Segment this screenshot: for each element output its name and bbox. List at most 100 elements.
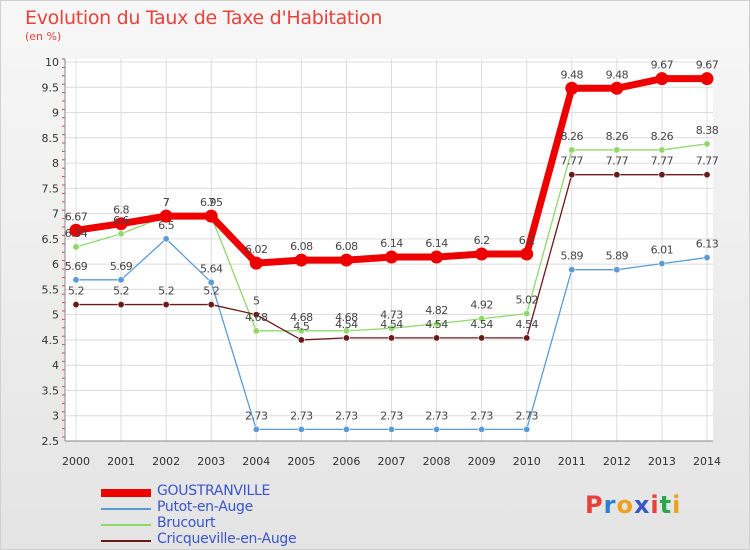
chart-subtitle: (en %) <box>25 30 62 43</box>
data-point <box>433 425 441 433</box>
data-point <box>568 146 576 154</box>
x-tick-label: 2008 <box>423 455 451 468</box>
data-label: 4.68 <box>245 311 268 324</box>
y-tick-label: 8 <box>52 157 59 170</box>
data-point <box>72 301 80 309</box>
legend-label: Brucourt <box>157 515 216 531</box>
data-point <box>162 235 170 243</box>
data-point <box>523 310 531 318</box>
data-label: 4.54 <box>380 318 403 331</box>
x-tick-label: 2009 <box>468 455 496 468</box>
data-label: 6.08 <box>290 240 313 253</box>
data-label: 6.34 <box>65 227 88 240</box>
legend-swatch <box>101 508 151 510</box>
data-point <box>658 260 666 268</box>
data-label: 5.69 <box>110 260 133 273</box>
data-label: 7 <box>163 196 170 209</box>
data-label: 9.67 <box>696 59 719 72</box>
data-label: 6.01 <box>651 244 674 257</box>
x-tick-label: 2011 <box>558 455 586 468</box>
data-label: 5.89 <box>606 250 629 263</box>
x-tick-label: 2012 <box>603 455 631 468</box>
data-label: 6.67 <box>65 210 88 223</box>
data-point <box>520 247 534 261</box>
data-point <box>297 336 305 344</box>
line-chart: 2.5 3 3.5 4 4.5 5 5.5 6 6.5 7 7.5 8 8.5 9 9.5 10 2000 200… <box>42 56 722 468</box>
x-tick-label: 2013 <box>648 455 676 468</box>
data-point <box>568 266 576 274</box>
data-label: 5.02 <box>515 294 538 307</box>
data-point <box>568 171 576 179</box>
x-tick-label: 2003 <box>197 455 225 468</box>
x-tick-label: 2006 <box>332 455 360 468</box>
data-point <box>658 146 666 154</box>
x-tick-label: 2001 <box>107 455 135 468</box>
data-label: 7.77 <box>606 155 629 168</box>
y-tick-label: 4.5 <box>42 334 60 347</box>
data-point <box>207 301 215 309</box>
x-tick-label: 2005 <box>287 455 315 468</box>
data-point <box>252 425 260 433</box>
data-label: 2.73 <box>245 409 268 422</box>
y-tick-label: 2.5 <box>42 435 60 448</box>
data-point <box>72 243 80 251</box>
data-label: 2.73 <box>335 409 358 422</box>
y-tick-label: 9 <box>52 107 59 120</box>
data-point <box>117 276 125 284</box>
data-label: 9.48 <box>561 68 584 81</box>
data-point <box>387 324 395 332</box>
y-tick-label: 5.5 <box>42 283 60 296</box>
data-label: 9.67 <box>651 59 674 72</box>
data-label: 7.77 <box>696 155 719 168</box>
y-tick-label: 3 <box>52 410 59 423</box>
data-point <box>342 425 350 433</box>
logo-letter: t <box>659 491 673 519</box>
logo-letter: o <box>616 491 634 519</box>
logo-letter: r <box>603 491 617 519</box>
data-point <box>252 327 260 335</box>
data-label: 2.73 <box>470 409 493 422</box>
data-point <box>294 253 308 267</box>
data-label: 7.77 <box>651 155 674 168</box>
data-label: 9.48 <box>606 68 629 81</box>
legend-swatch <box>101 524 151 526</box>
legend-label: GOUSTRANVILLE <box>157 483 271 499</box>
data-point <box>703 171 711 179</box>
data-label: 4.68 <box>335 311 358 324</box>
data-label: 5 <box>253 295 260 308</box>
data-point <box>342 334 350 342</box>
data-label: 4.68 <box>290 311 313 324</box>
data-point <box>117 230 125 238</box>
data-point <box>700 72 714 86</box>
data-label: 6.13 <box>696 238 719 251</box>
data-label: 4.73 <box>380 308 403 321</box>
data-point <box>385 250 398 264</box>
y-tick-label: 8.5 <box>42 132 60 145</box>
data-point <box>430 250 444 264</box>
y-tick-label: 6.5 <box>42 233 60 246</box>
data-label: 8.26 <box>561 130 584 143</box>
data-label: 4.92 <box>470 299 493 312</box>
x-tick-label: 2004 <box>242 455 270 468</box>
data-label: 6.2 <box>474 234 490 247</box>
data-label: 2.73 <box>290 409 313 422</box>
y-tick-label: 7.5 <box>42 182 60 195</box>
data-label: 8.26 <box>606 130 629 143</box>
data-point <box>162 301 170 309</box>
logo-letter: i <box>672 491 682 519</box>
data-label: 7.77 <box>561 155 584 168</box>
data-point <box>159 209 173 223</box>
x-tick-label: 2010 <box>513 455 541 468</box>
data-point <box>478 425 486 433</box>
data-label: 4.54 <box>335 318 358 331</box>
y-tick-label: 4 <box>52 359 59 372</box>
logo-letter: P <box>585 491 604 519</box>
data-point <box>249 256 263 270</box>
logo-letter: x <box>633 491 651 519</box>
data-point <box>478 334 486 342</box>
data-label: 6.2 <box>519 234 535 247</box>
data-label: 4.5 <box>293 320 309 333</box>
data-label: 5.89 <box>561 250 584 263</box>
data-label: 8.26 <box>651 130 674 143</box>
